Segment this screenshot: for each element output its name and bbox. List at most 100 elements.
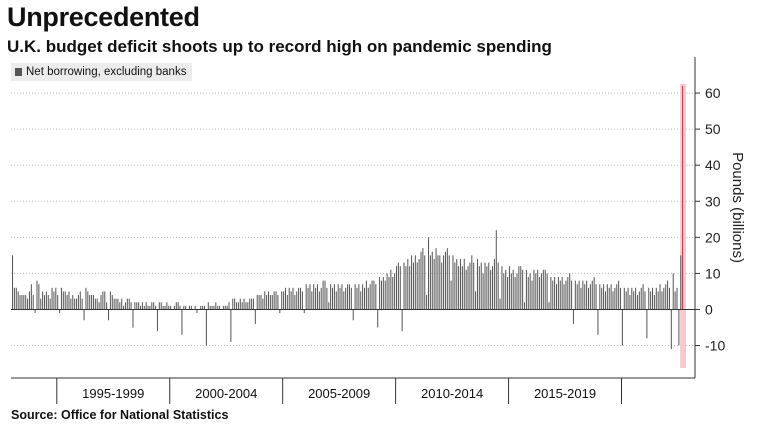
bar bbox=[508, 266, 510, 310]
bar bbox=[661, 291, 663, 310]
source-note: Source: Office for National Statistics bbox=[11, 408, 229, 422]
y-axis-title: Pounds (billions) bbox=[729, 152, 746, 263]
bar bbox=[204, 305, 206, 310]
bar bbox=[277, 295, 279, 310]
bar bbox=[443, 255, 445, 310]
bar bbox=[612, 291, 614, 310]
bar bbox=[499, 298, 501, 310]
bar bbox=[249, 298, 251, 310]
x-period-label: 2005-2009 bbox=[308, 386, 370, 401]
bar bbox=[151, 302, 153, 310]
bar bbox=[200, 305, 202, 310]
bar bbox=[123, 305, 125, 310]
bar bbox=[362, 284, 364, 310]
bar bbox=[66, 295, 68, 310]
bar bbox=[428, 237, 430, 310]
bar bbox=[469, 262, 471, 310]
bar bbox=[296, 291, 298, 310]
bar bbox=[168, 305, 170, 310]
bar bbox=[552, 280, 554, 310]
bar bbox=[226, 305, 228, 310]
bar bbox=[140, 305, 142, 310]
bar bbox=[540, 273, 542, 310]
bar bbox=[501, 266, 503, 310]
bar bbox=[576, 284, 578, 310]
bar bbox=[94, 298, 96, 310]
bar bbox=[572, 309, 574, 324]
bar bbox=[514, 277, 516, 310]
bar bbox=[25, 295, 27, 310]
bar bbox=[454, 262, 456, 310]
legend-swatch bbox=[15, 68, 22, 76]
bar bbox=[104, 291, 106, 310]
bar bbox=[89, 295, 91, 310]
bar bbox=[76, 298, 78, 310]
bar bbox=[91, 295, 93, 310]
bar bbox=[452, 255, 454, 310]
bar bbox=[640, 287, 642, 310]
bar bbox=[375, 284, 377, 310]
bar bbox=[34, 309, 36, 314]
bar bbox=[621, 309, 623, 346]
bar bbox=[55, 287, 57, 310]
bar bbox=[492, 266, 494, 310]
bar bbox=[364, 287, 366, 310]
bar bbox=[313, 284, 315, 310]
bar bbox=[567, 277, 569, 310]
bar bbox=[28, 291, 30, 310]
bar bbox=[70, 298, 72, 310]
bar bbox=[450, 280, 452, 310]
bar bbox=[522, 269, 524, 310]
bar bbox=[480, 262, 482, 310]
bar bbox=[303, 309, 305, 314]
bar bbox=[30, 284, 32, 310]
x-period-label: 2015-2019 bbox=[534, 386, 596, 401]
bar bbox=[283, 291, 285, 310]
bar bbox=[128, 298, 130, 310]
bar bbox=[539, 277, 541, 310]
bar bbox=[185, 305, 187, 310]
bar bbox=[136, 302, 138, 310]
bar bbox=[439, 255, 441, 310]
bar bbox=[290, 291, 292, 310]
bar bbox=[392, 277, 394, 310]
bar bbox=[467, 266, 469, 310]
bar bbox=[396, 266, 398, 310]
bar bbox=[360, 291, 362, 310]
bar bbox=[446, 248, 448, 310]
bar bbox=[326, 287, 328, 310]
bar bbox=[207, 302, 209, 310]
bar bbox=[646, 309, 648, 339]
bar bbox=[416, 262, 418, 310]
bar bbox=[77, 295, 79, 310]
bar bbox=[170, 305, 172, 310]
bar bbox=[49, 298, 51, 310]
bar bbox=[141, 302, 143, 310]
bar bbox=[17, 291, 19, 310]
bar bbox=[96, 298, 98, 310]
bar bbox=[544, 269, 546, 310]
bar bbox=[516, 273, 518, 310]
bar bbox=[593, 277, 595, 310]
bar bbox=[412, 262, 414, 310]
bar bbox=[196, 309, 198, 314]
bar bbox=[546, 273, 548, 310]
x-period-label: 2010-2014 bbox=[421, 386, 483, 401]
bar bbox=[328, 302, 330, 310]
bar bbox=[603, 284, 605, 310]
bar bbox=[535, 273, 537, 310]
bar bbox=[318, 291, 320, 310]
bar bbox=[529, 273, 531, 310]
y-tick-label: 30 bbox=[705, 193, 721, 209]
bar bbox=[134, 302, 136, 310]
bar bbox=[286, 295, 288, 310]
bar bbox=[294, 295, 296, 310]
bar bbox=[81, 298, 83, 310]
legend: Net borrowing, excluding banks bbox=[11, 63, 193, 81]
bar bbox=[320, 287, 322, 310]
bar bbox=[53, 291, 55, 310]
bar bbox=[175, 302, 177, 310]
bar bbox=[130, 302, 132, 310]
bar bbox=[561, 277, 563, 310]
bar bbox=[557, 277, 559, 310]
